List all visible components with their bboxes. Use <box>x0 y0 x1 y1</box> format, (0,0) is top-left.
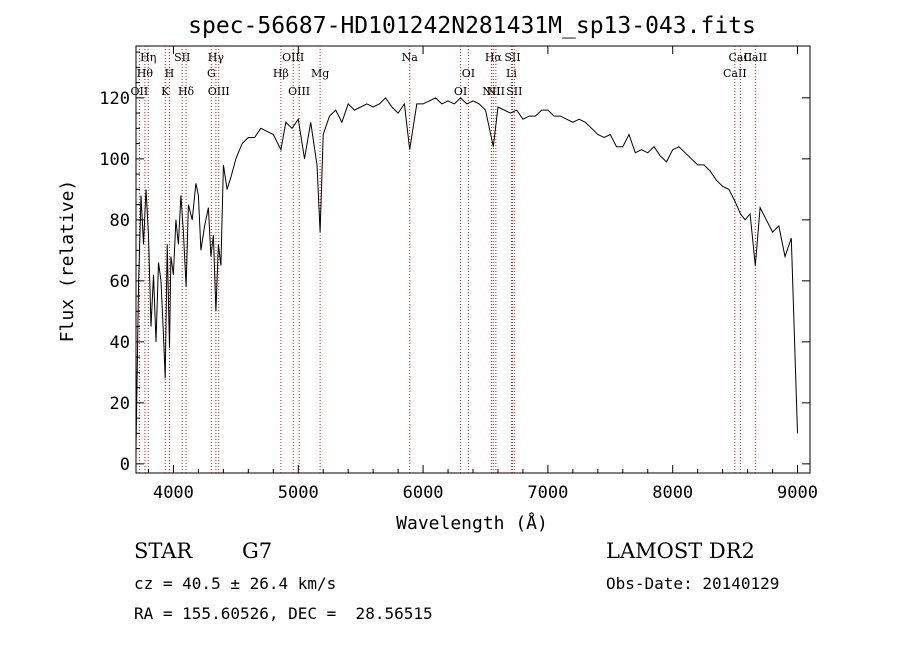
observation-date: Obs-Date: 20140129 <box>606 574 780 593</box>
line-marker-label-7: G <box>207 67 216 80</box>
line-marker-label-1: Hθ <box>137 67 154 80</box>
spectral-line-markers: OIIHθHηKHSIIHδGHγOIIIHβOIIIOIIIMgNaOIOIN… <box>131 46 767 473</box>
x-axis-label: Wavelength (Å) <box>396 512 548 534</box>
line-marker-label-25: CaII <box>743 51 767 64</box>
y-tick-label-4: 80 <box>110 211 130 231</box>
line-marker-label-13: Mg <box>311 67 329 80</box>
line-marker-label-20: Li <box>506 67 517 80</box>
line-marker-label-10: Hβ <box>273 67 289 80</box>
line-marker-label-19: NII <box>487 85 505 98</box>
line-marker-label-2: Hη <box>140 51 156 64</box>
y-tick-label-0: 0 <box>120 455 130 475</box>
survey-name: LAMOST DR2 <box>606 539 755 563</box>
line-marker-label-24: CaII <box>729 51 753 64</box>
x-tick-label-3: 7000 <box>527 483 568 503</box>
x-tick-label-1: 5000 <box>278 483 319 503</box>
line-marker-label-23: CaII <box>723 67 747 80</box>
y-tick-label-3: 60 <box>110 272 130 292</box>
x-tick-label-2: 6000 <box>403 483 444 503</box>
line-marker-label-16: OI <box>462 67 475 80</box>
redshift-text: cz = 40.5 ± 26.4 km/s <box>134 574 337 593</box>
x-tick-label-0: 4000 <box>153 483 194 503</box>
line-marker-label-18: Hα <box>485 51 503 64</box>
line-marker-label-3: K <box>161 85 170 98</box>
line-marker-label-5: SII <box>174 51 190 64</box>
y-tick-label-6: 120 <box>99 89 130 109</box>
plot-frame <box>135 45 811 474</box>
line-marker-label-4: H <box>165 67 175 80</box>
line-marker-label-0: OII <box>131 85 149 98</box>
x-tick-label-5: 9000 <box>777 483 818 503</box>
x-tick-label-4: 8000 <box>652 483 693 503</box>
axis-ticks: 4000 5000 6000 7000 8000 9000 0 20 40 60 80 100 120 <box>99 46 818 503</box>
line-marker-label-12: OIII <box>288 85 310 98</box>
line-marker-label-6: Hδ <box>178 85 195 98</box>
y-tick-label-5: 100 <box>99 150 130 170</box>
line-marker-label-8: Hγ <box>208 51 225 64</box>
line-marker-label-9: OIII <box>208 85 230 98</box>
line-marker-label-22: SII <box>506 85 522 98</box>
y-tick-label-1: 20 <box>110 394 130 414</box>
y-axis-label: Flux (relative) <box>57 180 78 343</box>
line-marker-label-14: Na <box>402 51 419 64</box>
line-marker-label-15: OI <box>454 85 467 98</box>
coordinates-text: RA = 155.60526, DEC = 28.56515 <box>134 604 433 623</box>
chart-title: spec-56687-HD101242N281431M_sp13-043.fit… <box>188 13 756 39</box>
line-marker-label-11: OIII <box>282 51 304 64</box>
y-tick-label-2: 40 <box>110 333 130 353</box>
object-class: STAR <box>134 539 193 563</box>
spectral-subclass: G7 <box>242 539 273 563</box>
flux-series-line <box>135 97 798 449</box>
line-marker-label-21: SII <box>504 51 520 64</box>
